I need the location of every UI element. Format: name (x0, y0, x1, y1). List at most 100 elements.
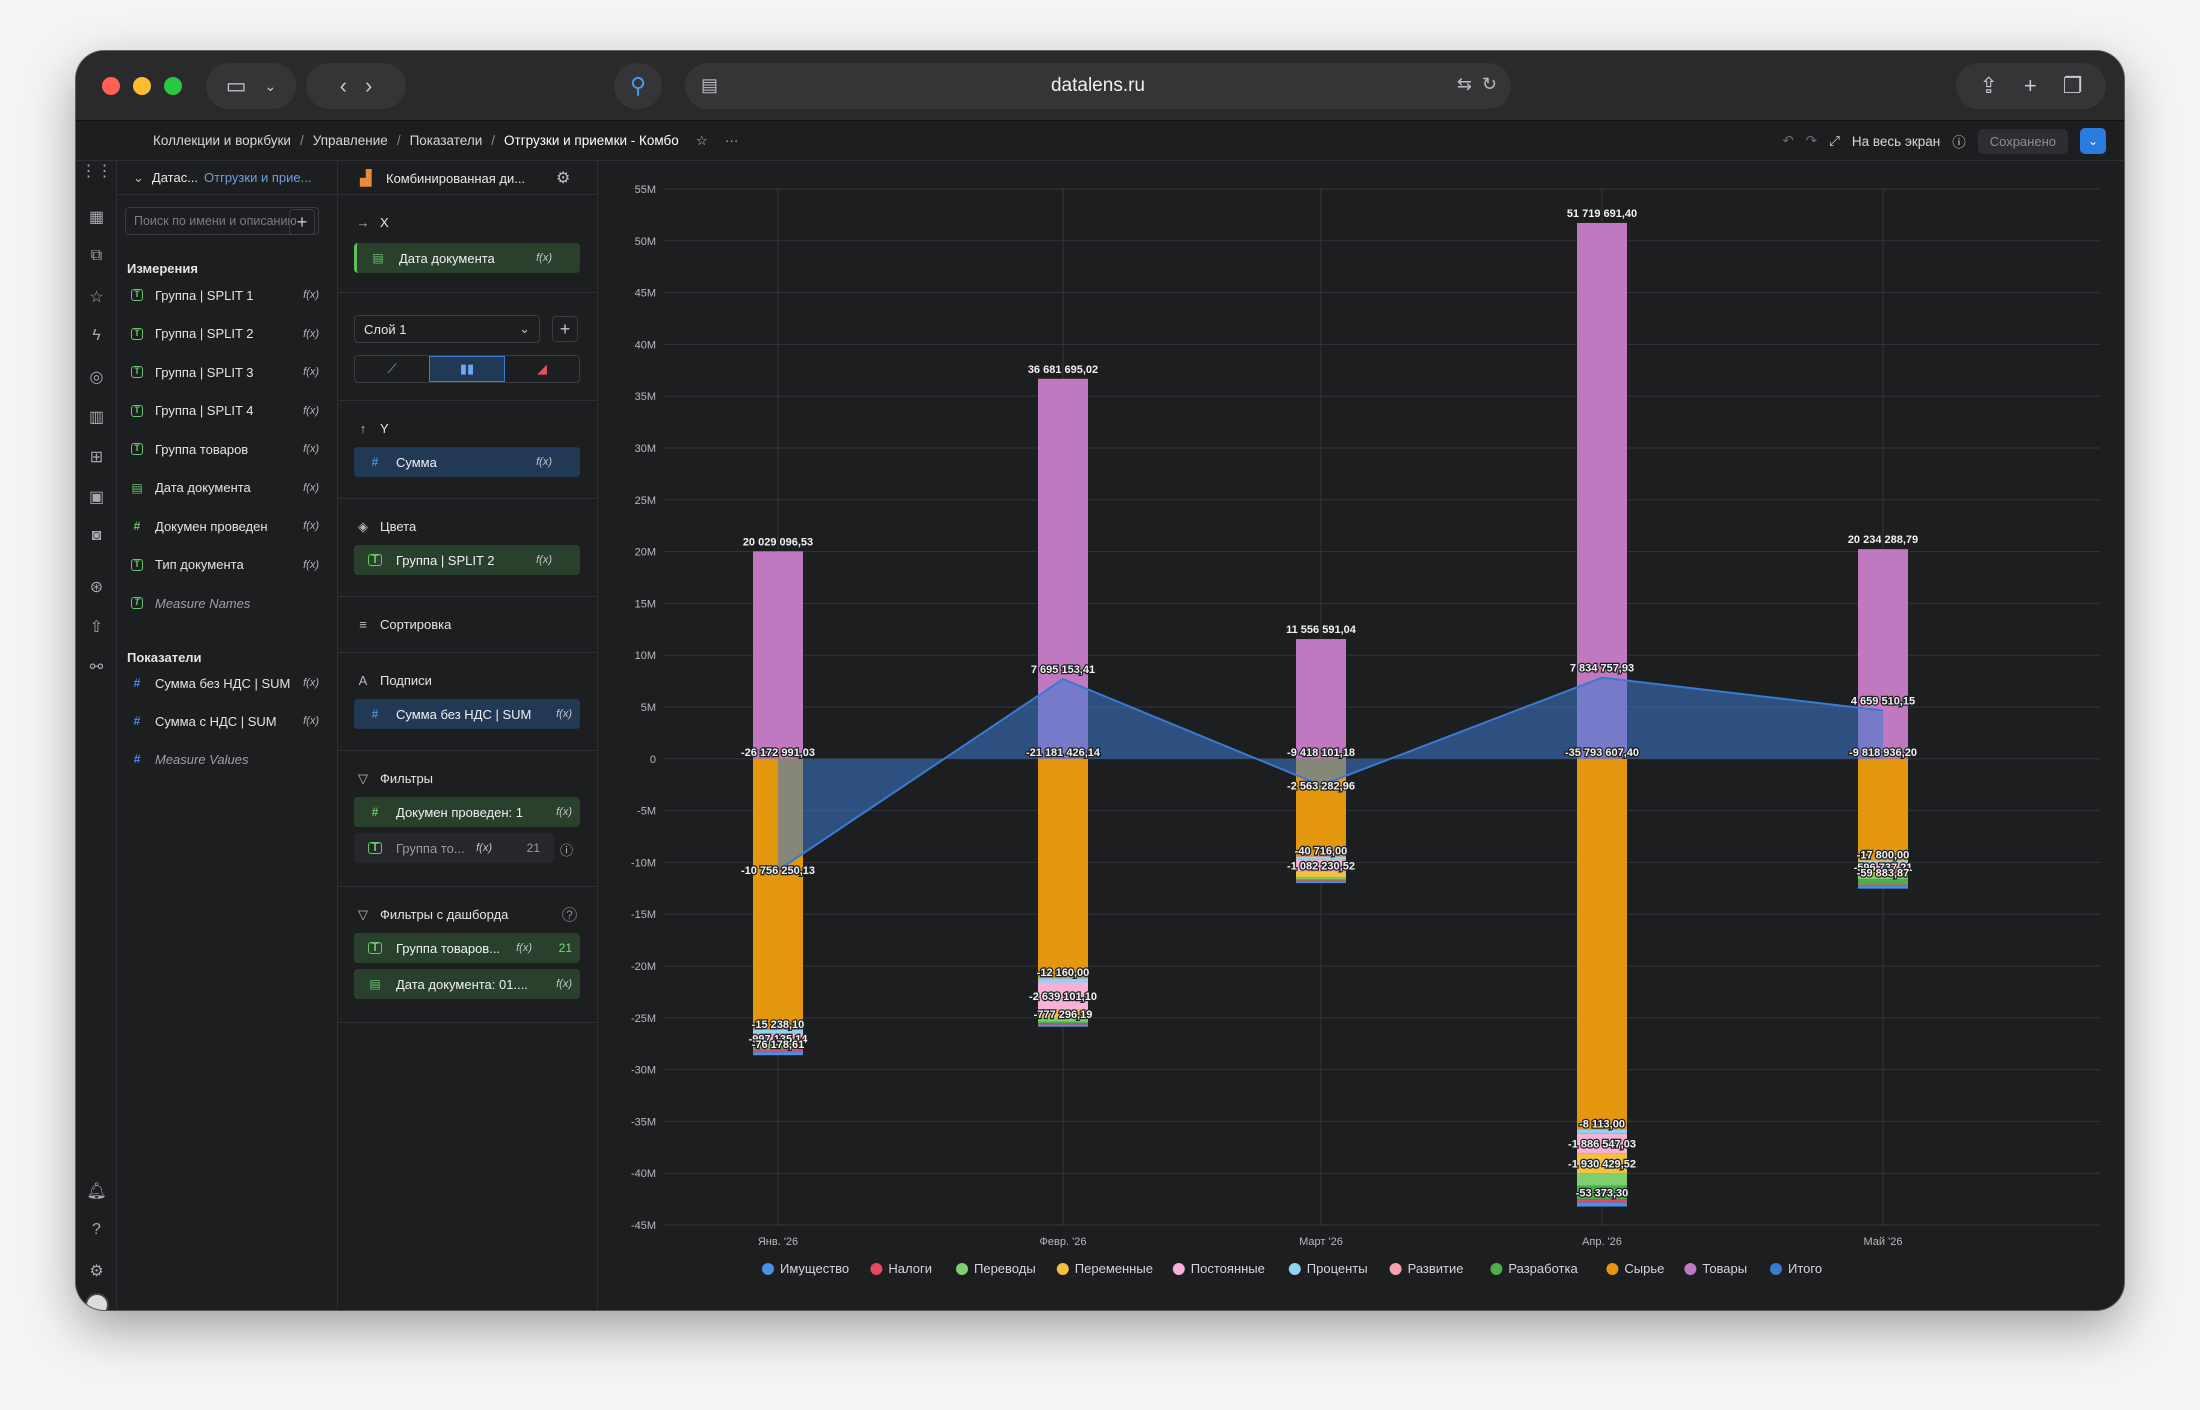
x-field-chip[interactable]: ▤ Дата документа f(x) (354, 243, 580, 273)
forward-icon[interactable]: › (365, 73, 373, 98)
address-bar[interactable]: ▤ datalens.ru ⇆ ↻ (685, 63, 1511, 109)
field-search-input[interactable]: Поиск по имени и описанию (125, 207, 319, 235)
gear-icon[interactable]: ⚙ (556, 170, 571, 187)
dimension-item[interactable]: T Группа | SPLIT 4 f(x) (127, 399, 327, 423)
minimize-window-button[interactable] (133, 77, 151, 95)
x-tick-label: Май '26 (1864, 1236, 1903, 1248)
gear-icon[interactable]: ⚙ (89, 1263, 104, 1280)
chart-type-selector[interactable]: Комбинированная ди... (386, 171, 526, 186)
formula-icon[interactable]: f(x) (303, 327, 319, 340)
bar-segment (1858, 886, 1908, 889)
formula-icon[interactable]: f(x) (303, 443, 319, 455)
star-icon[interactable]: ☆ (695, 133, 708, 148)
area-chart-icon[interactable]: ◢ (537, 361, 547, 376)
dataset-panel: ⌄ Датас... Отгрузки и прие... Поиск по име… (117, 161, 338, 1310)
data-label: 4 659 510,15 (1851, 696, 1915, 708)
sidebar-toggle-group[interactable]: ▭ ⌄ (206, 63, 296, 109)
apps-grid-icon[interactable]: ⋮⋮ (80, 163, 113, 180)
sidebar-icon[interactable]: ▭ (225, 73, 247, 98)
add-field-button[interactable]: + (289, 209, 315, 235)
save-button[interactable]: Сохранено (1977, 128, 2068, 154)
measure-item[interactable]: # Сумма с НДС | SUM f(x) (127, 709, 327, 733)
bar-segment (1038, 758, 1088, 979)
dataset-name[interactable]: Отгрузки и прие... (204, 170, 312, 185)
filter-icon: ▽ (358, 771, 368, 786)
upload-icon[interactable]: ⇧ (89, 619, 104, 636)
zoom-window-button[interactable] (164, 77, 182, 95)
undo-icon[interactable]: ↶ (1782, 133, 1794, 148)
screenshots-icon[interactable]: ◙ (91, 527, 102, 544)
notifications-icon[interactable]: 🔔︎ (86, 1183, 107, 1200)
info-icon[interactable]: ⓘ (560, 843, 574, 858)
help-icon[interactable]: ? (92, 1221, 101, 1238)
info-icon[interactable]: ⓘ (1952, 135, 1966, 150)
share-icon[interactable]: ⇪ (1979, 73, 1998, 98)
y-field-chip[interactable]: # Сумма f(x) (354, 447, 580, 477)
line-chart-icon[interactable]: ⟋ (387, 361, 397, 376)
dashboards-icon[interactable]: ⊞ (89, 449, 104, 466)
bar-segment (1038, 1017, 1088, 1022)
formula-icon[interactable]: f(x) (303, 289, 319, 301)
labels-field-chip[interactable]: # Сумма без НДС | SUM f(x) (354, 699, 580, 729)
fullscreen-icon[interactable]: ⤢ (1829, 133, 1840, 148)
dimension-item[interactable]: # Докумен проведен f(x) (127, 514, 327, 538)
chevron-down-icon[interactable]: ⌄ (264, 77, 277, 94)
combo-chart[interactable]: 55M 50M 45M 40M 35M 30M 25M 20M 15M 10M 5M 0 -5M -10M… (598, 161, 2124, 1310)
measure-item[interactable]: # Measure Values (127, 747, 327, 771)
formula-icon[interactable]: f(x) (303, 481, 319, 494)
redo-icon[interactable]: ↷ (1805, 133, 1818, 148)
breadcrumb-item-management[interactable]: Управление (312, 133, 388, 148)
new-tab-icon[interactable]: + (2023, 73, 2037, 98)
layer-select[interactable]: Слой 1 ⌄ (354, 315, 540, 343)
filter-chip-product-group[interactable]: T Группа то... f(x) 21 (354, 833, 554, 863)
favorites-icon[interactable]: ☆ (89, 289, 104, 306)
close-window-button[interactable] (102, 77, 120, 95)
save-options-chevron-icon[interactable]: ⌄ (2080, 128, 2106, 154)
dataset-selector[interactable]: ⌄ Датас... Отгрузки и прие... (117, 161, 337, 195)
back-icon[interactable]: ‹ (339, 73, 347, 98)
reload-icon[interactable]: ↻ (1481, 74, 1497, 94)
integrations-icon[interactable]: ⊛ (89, 579, 104, 596)
connections-icon[interactable]: ϟ (92, 327, 101, 344)
formula-icon[interactable]: f(x) (303, 558, 319, 571)
formula-icon[interactable]: f(x) (303, 404, 319, 417)
formula-icon[interactable]: f(x) (303, 366, 319, 378)
dimension-item[interactable]: T Тип документа f(x) (127, 553, 327, 577)
dimension-item[interactable]: T Группа товаров f(x) (127, 437, 327, 461)
dimension-item[interactable]: T Группа | SPLIT 1 f(x) (127, 283, 327, 307)
breadcrumb-item-collections[interactable]: Коллекции и воркбуки (153, 133, 291, 148)
datasets-icon[interactable]: ◎ (89, 369, 104, 386)
dimension-item[interactable]: T Measure Names (127, 591, 327, 615)
collections-icon[interactable]: ▦ (88, 209, 105, 226)
reports-icon[interactable]: ▣ (88, 489, 105, 506)
bar-segment (1858, 860, 1908, 864)
help-icon[interactable]: ? (562, 907, 577, 922)
page-menu-icon[interactable]: ▤ (701, 75, 719, 95)
translate-icon[interactable]: ⇆ (1456, 74, 1472, 94)
dashboard-filter-date[interactable]: ▤ Дата документа: 01.... f(x) (354, 969, 580, 999)
bar-segment (1858, 875, 1908, 880)
filter-chip-posted[interactable]: # Докумен проведен: 1 f(x) (354, 797, 580, 827)
tabs-overview-icon[interactable]: ❐ (2062, 73, 2083, 98)
bar-chart-icon[interactable]: ▮▮ (429, 356, 505, 382)
settings-sliders-icon[interactable]: ⚯ (89, 659, 104, 676)
formula-icon[interactable]: f(x) (303, 520, 319, 532)
dimension-item[interactable]: T Группа | SPLIT 3 f(x) (127, 360, 327, 384)
fullscreen-button[interactable]: На весь экран (1851, 133, 1941, 149)
dimension-item[interactable]: ▤ Дата документа f(x) (127, 476, 327, 500)
dashboard-filter-product-group[interactable]: T Группа товаров... f(x) 21 (354, 933, 580, 963)
charts-icon[interactable]: ▥ (88, 409, 105, 426)
color-field-chip[interactable]: T Группа | SPLIT 2 f(x) (354, 545, 580, 575)
dimension-item[interactable]: T Группа | SPLIT 2 f(x) (127, 322, 327, 346)
workbooks-icon[interactable]: ⧉ (90, 247, 103, 264)
breadcrumb-item-metrics[interactable]: Показатели (409, 133, 483, 148)
add-layer-button[interactable]: + (552, 316, 578, 342)
bar-segment (753, 1052, 803, 1056)
y-tick-label: 40M (635, 339, 656, 351)
measure-item[interactable]: # Сумма без НДС | SUM f(x) (127, 671, 327, 695)
more-icon[interactable]: ··· (724, 133, 739, 148)
avatar[interactable] (85, 1293, 109, 1310)
password-key-button[interactable]: ⚲ (614, 63, 662, 109)
y-tick-label: 45M (635, 288, 656, 300)
y-tick-label: -35M (631, 1116, 656, 1128)
